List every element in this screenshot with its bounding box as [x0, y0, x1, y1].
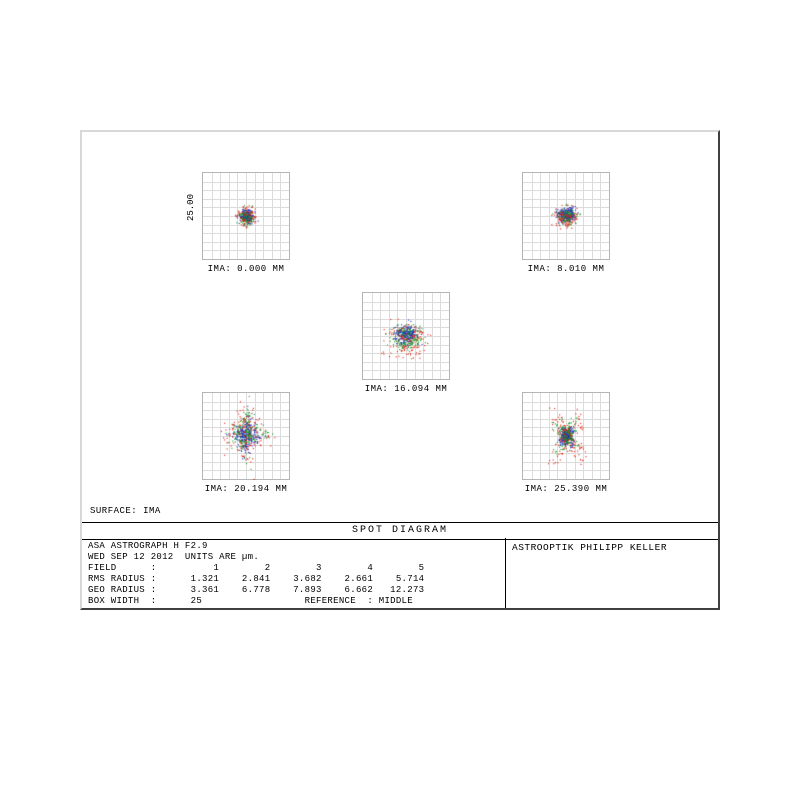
spot-box: IMA: 16.094 MM	[362, 292, 450, 380]
footer: ASA ASTROGRAPH H F2.9 WED SEP 12 2012 UN…	[82, 538, 718, 608]
y-axis-label: 25.00	[186, 194, 196, 221]
spot-scatter	[522, 172, 610, 260]
spot-box: IMA: 25.390 MM	[522, 392, 610, 480]
spot-box: IMA: 8.010 MM	[522, 172, 610, 260]
spot-scatter	[362, 292, 450, 380]
plot-area: 25.00 IMA: 0.000 MM IMA: 8.010 MM IMA: 16.…	[82, 132, 718, 522]
spot-scatter	[522, 392, 610, 480]
spot-scatter	[202, 392, 290, 480]
spot-label: IMA: 0.000 MM	[202, 264, 290, 274]
surface-label: SURFACE: IMA	[90, 506, 161, 516]
spot-label: IMA: 16.094 MM	[362, 384, 450, 394]
footer-info-block: ASA ASTROGRAPH H F2.9 WED SEP 12 2012 UN…	[82, 538, 506, 608]
spot-scatter	[202, 172, 290, 260]
spot-label: IMA: 25.390 MM	[522, 484, 610, 494]
spot-box: IMA: 0.000 MM	[202, 172, 290, 260]
optical-diagram-window: 25.00 IMA: 0.000 MM IMA: 8.010 MM IMA: 16.…	[80, 130, 720, 610]
spot-label: IMA: 20.194 MM	[202, 484, 290, 494]
company-label: ASTROOPTIK PHILIPP KELLER	[506, 538, 718, 608]
spot-box: IMA: 20.194 MM	[202, 392, 290, 480]
spot-label: IMA: 8.010 MM	[522, 264, 610, 274]
